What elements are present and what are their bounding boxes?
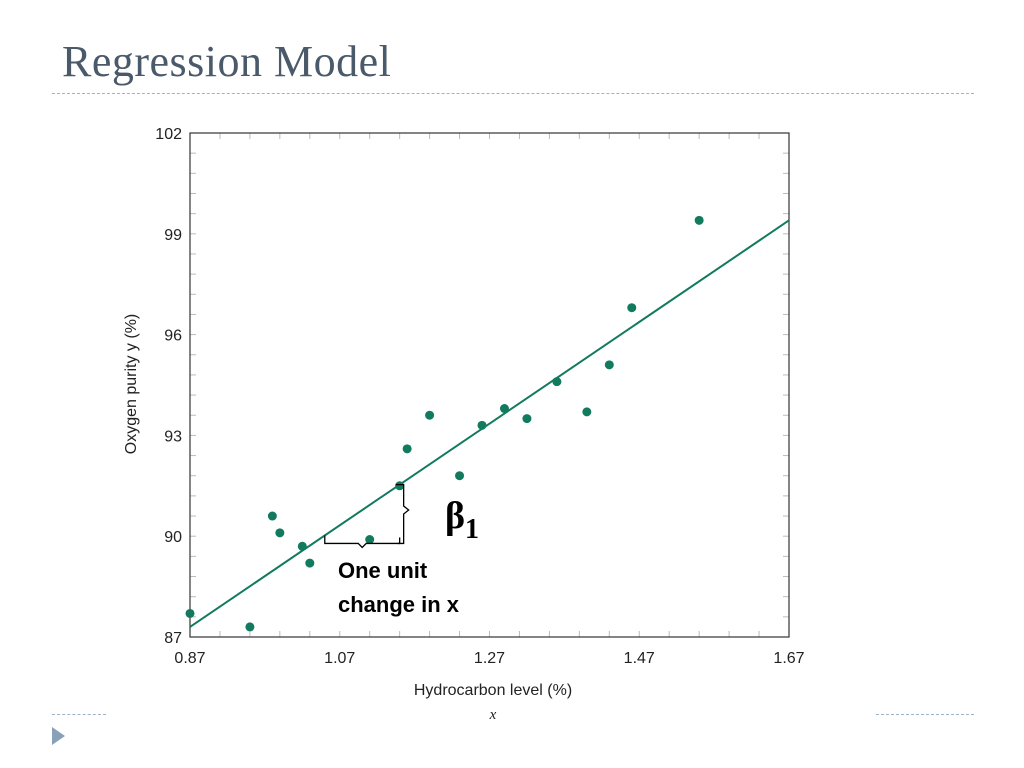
x-tick-label: 1.67 (773, 650, 804, 667)
footer-divider-right (876, 714, 974, 715)
data-point (402, 444, 412, 454)
unit-change-line2: change in x (338, 592, 460, 617)
data-point (365, 535, 375, 545)
data-point (552, 377, 562, 387)
y-axis-label: Oxygen purity y (%) (123, 314, 140, 454)
y-tick-label: 93 (164, 428, 182, 445)
plot-frame (189, 132, 790, 638)
data-point (582, 407, 592, 417)
data-point (604, 360, 614, 370)
data-points (185, 215, 704, 632)
data-point (395, 481, 405, 491)
horizontal-brace (324, 535, 401, 549)
data-point (694, 215, 704, 225)
y-tick-labels: 87 90 93 96 99 102 (155, 126, 182, 647)
slope-annotation: β1 One unit change in x (324, 483, 479, 617)
x-tick-label: 1.27 (474, 650, 505, 667)
tick-marks (190, 133, 789, 637)
data-point (455, 471, 465, 481)
bullet-triangle-icon (52, 727, 65, 745)
data-point (185, 608, 195, 618)
data-point (305, 558, 315, 568)
data-point (425, 410, 435, 420)
vertical-brace (395, 483, 410, 545)
x-tick-label: 1.47 (624, 650, 655, 667)
x-axis-label: Hydrocarbon level (%) (414, 682, 572, 699)
x-tick-label: 1.07 (324, 650, 355, 667)
regression-line (189, 219, 790, 628)
footer-divider-left (52, 714, 106, 715)
data-point (275, 528, 285, 538)
y-tick-label: 87 (164, 630, 182, 647)
x-tick-label: 0.87 (174, 650, 205, 667)
y-tick-label: 102 (155, 126, 182, 143)
data-point (522, 414, 532, 424)
data-point (245, 622, 255, 632)
x-tick-labels: 0.87 1.07 1.27 1.47 1.67 (174, 650, 804, 667)
data-point (297, 541, 307, 551)
data-point (499, 404, 509, 414)
data-point (267, 511, 277, 521)
data-point (627, 303, 637, 313)
unit-change-line1: One unit (338, 558, 428, 583)
title-divider (52, 93, 974, 94)
data-point (477, 420, 487, 430)
x-axis-symbol: x (489, 707, 497, 723)
y-tick-label: 96 (164, 328, 182, 345)
beta-subscript: 1 (465, 514, 479, 545)
y-tick-label: 99 (164, 227, 182, 244)
y-tick-label: 90 (164, 529, 182, 546)
beta-label: β1 (445, 495, 479, 545)
beta-symbol: β (445, 495, 465, 537)
slide-title: Regression Model (62, 37, 392, 86)
